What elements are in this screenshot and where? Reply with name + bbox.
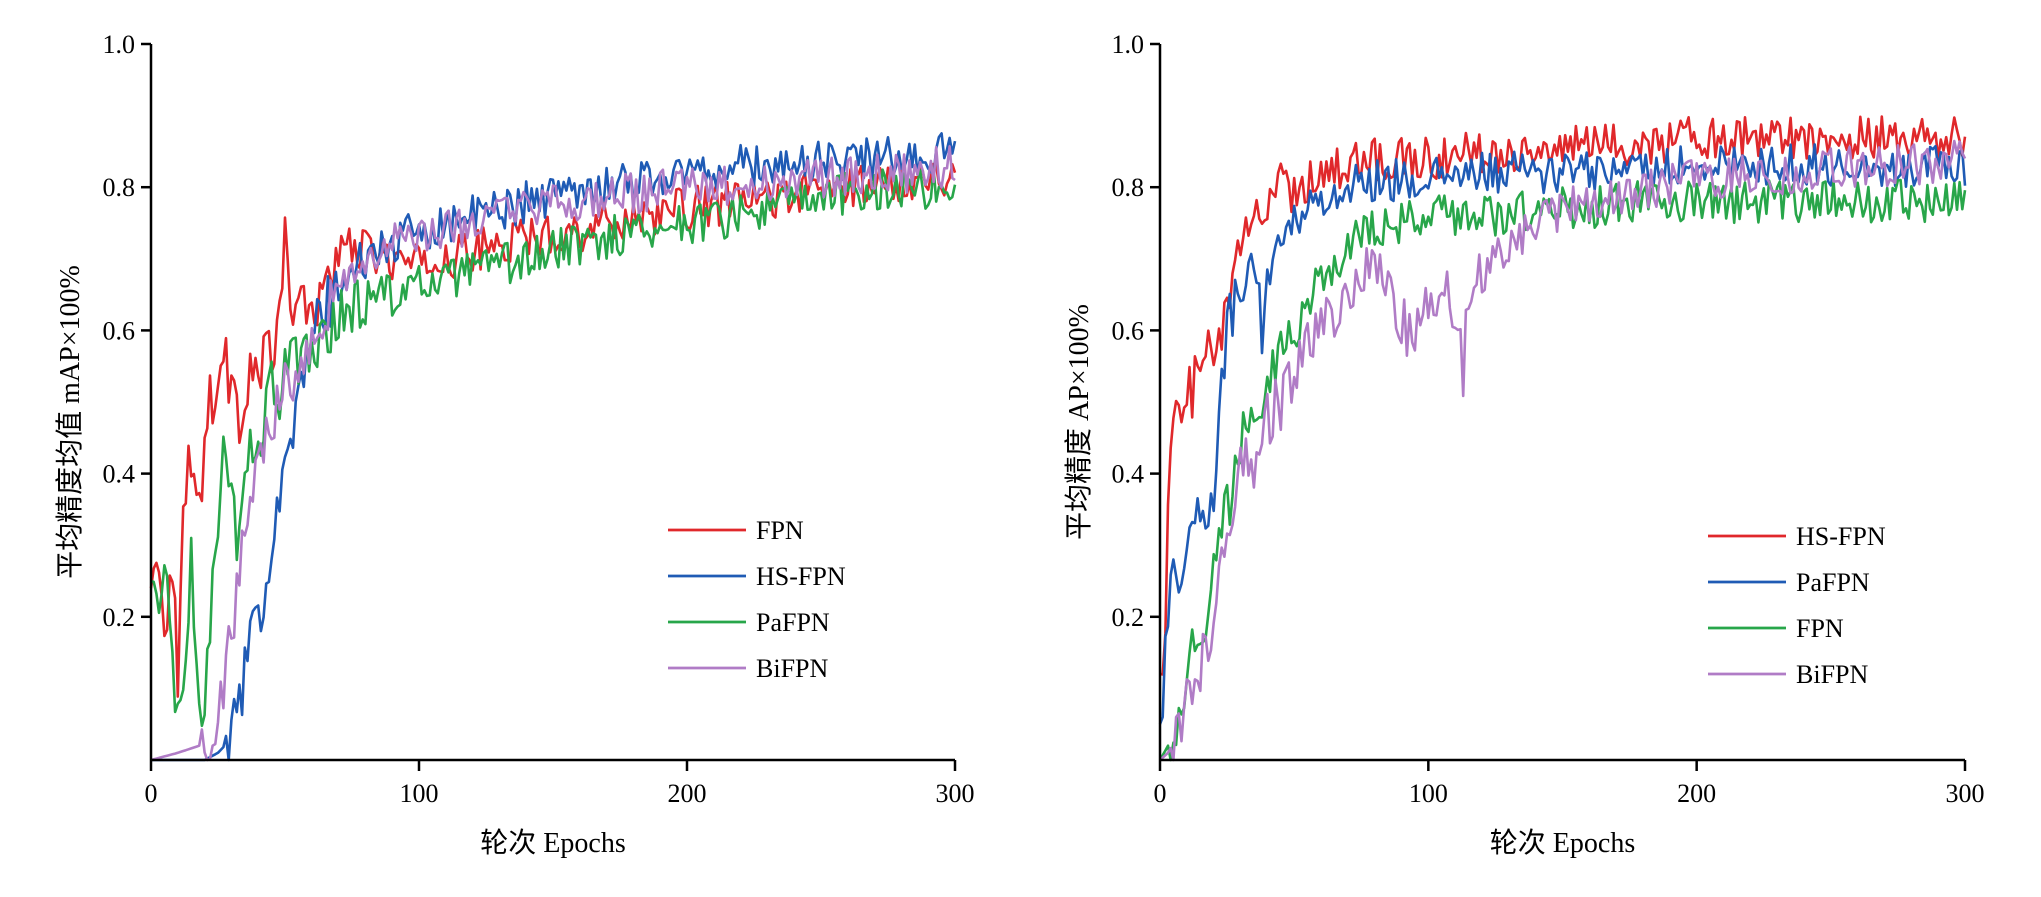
series-line-pafpn — [1158, 143, 1967, 725]
x-tick-label: 100 — [1409, 779, 1448, 808]
series-line-hs-fpn — [151, 132, 957, 762]
legend-label-bifpn: BiFPN — [1796, 660, 1868, 689]
x-tick-label: 200 — [668, 779, 707, 808]
chart-left-map: 0.2 0.4 0.6 0.8 1.0 0 100 200 300 轮次 Epochs 平均精度均值… — [54, 30, 975, 859]
legend: FPN HS-FPN PaFPN BiFPN — [668, 516, 846, 683]
x-tick-label: 0 — [1154, 779, 1167, 808]
series-line-bifpn — [1159, 139, 1967, 762]
legend-label-fpn: FPN — [756, 516, 804, 545]
legend: HS-FPN PaFPN FPN BiFPN — [1708, 522, 1886, 689]
chart-right-ap: 0.2 0.4 0.6 0.8 1.0 0 100 200 300 轮次 Epochs 平均精度 A… — [1063, 30, 1985, 859]
y-tick-label: 0.6 — [1112, 316, 1145, 345]
x-tick-label: 200 — [1677, 779, 1716, 808]
y-tick-label: 0.2 — [1112, 603, 1145, 632]
x-tick-label: 300 — [936, 779, 975, 808]
legend-label-bifpn: BiFPN — [756, 654, 828, 683]
y-tick-label: 0.2 — [103, 603, 136, 632]
y-axis-title: 平均精度 AP×100% — [1063, 304, 1095, 540]
y-tick-label: 0.6 — [103, 316, 136, 345]
y-tick-label: 0.4 — [1112, 460, 1145, 489]
legend-label-pafpn: PaFPN — [1796, 568, 1870, 597]
legend-label-fpn: FPN — [1796, 614, 1844, 643]
series-line-bifpn — [150, 145, 956, 762]
series-line-pafpn — [150, 166, 957, 728]
legend-label-hs-fpn: HS-FPN — [756, 562, 846, 591]
series-line-hs-fpn — [1159, 115, 1967, 676]
series-line-fpn — [1158, 178, 1967, 762]
y-tick-label: 0.4 — [103, 460, 136, 489]
y-axis-title: 平均精度均值 mAP×100% — [54, 265, 86, 579]
legend-label-hs-fpn: HS-FPN — [1796, 522, 1886, 551]
y-tick-label: 0.8 — [103, 173, 136, 202]
x-axis-title: 轮次 Epochs — [1490, 827, 1635, 859]
x-tick-label: 300 — [1946, 779, 1985, 808]
x-tick-label: 0 — [145, 779, 158, 808]
y-tick-label: 1.0 — [103, 30, 136, 59]
y-tick-label: 1.0 — [1112, 30, 1145, 59]
x-axis-title: 轮次 Epochs — [480, 827, 625, 859]
y-tick-label: 0.8 — [1112, 173, 1145, 202]
legend-label-pafpn: PaFPN — [756, 608, 830, 637]
x-tick-label: 100 — [400, 779, 439, 808]
series-line-fpn — [149, 162, 957, 698]
